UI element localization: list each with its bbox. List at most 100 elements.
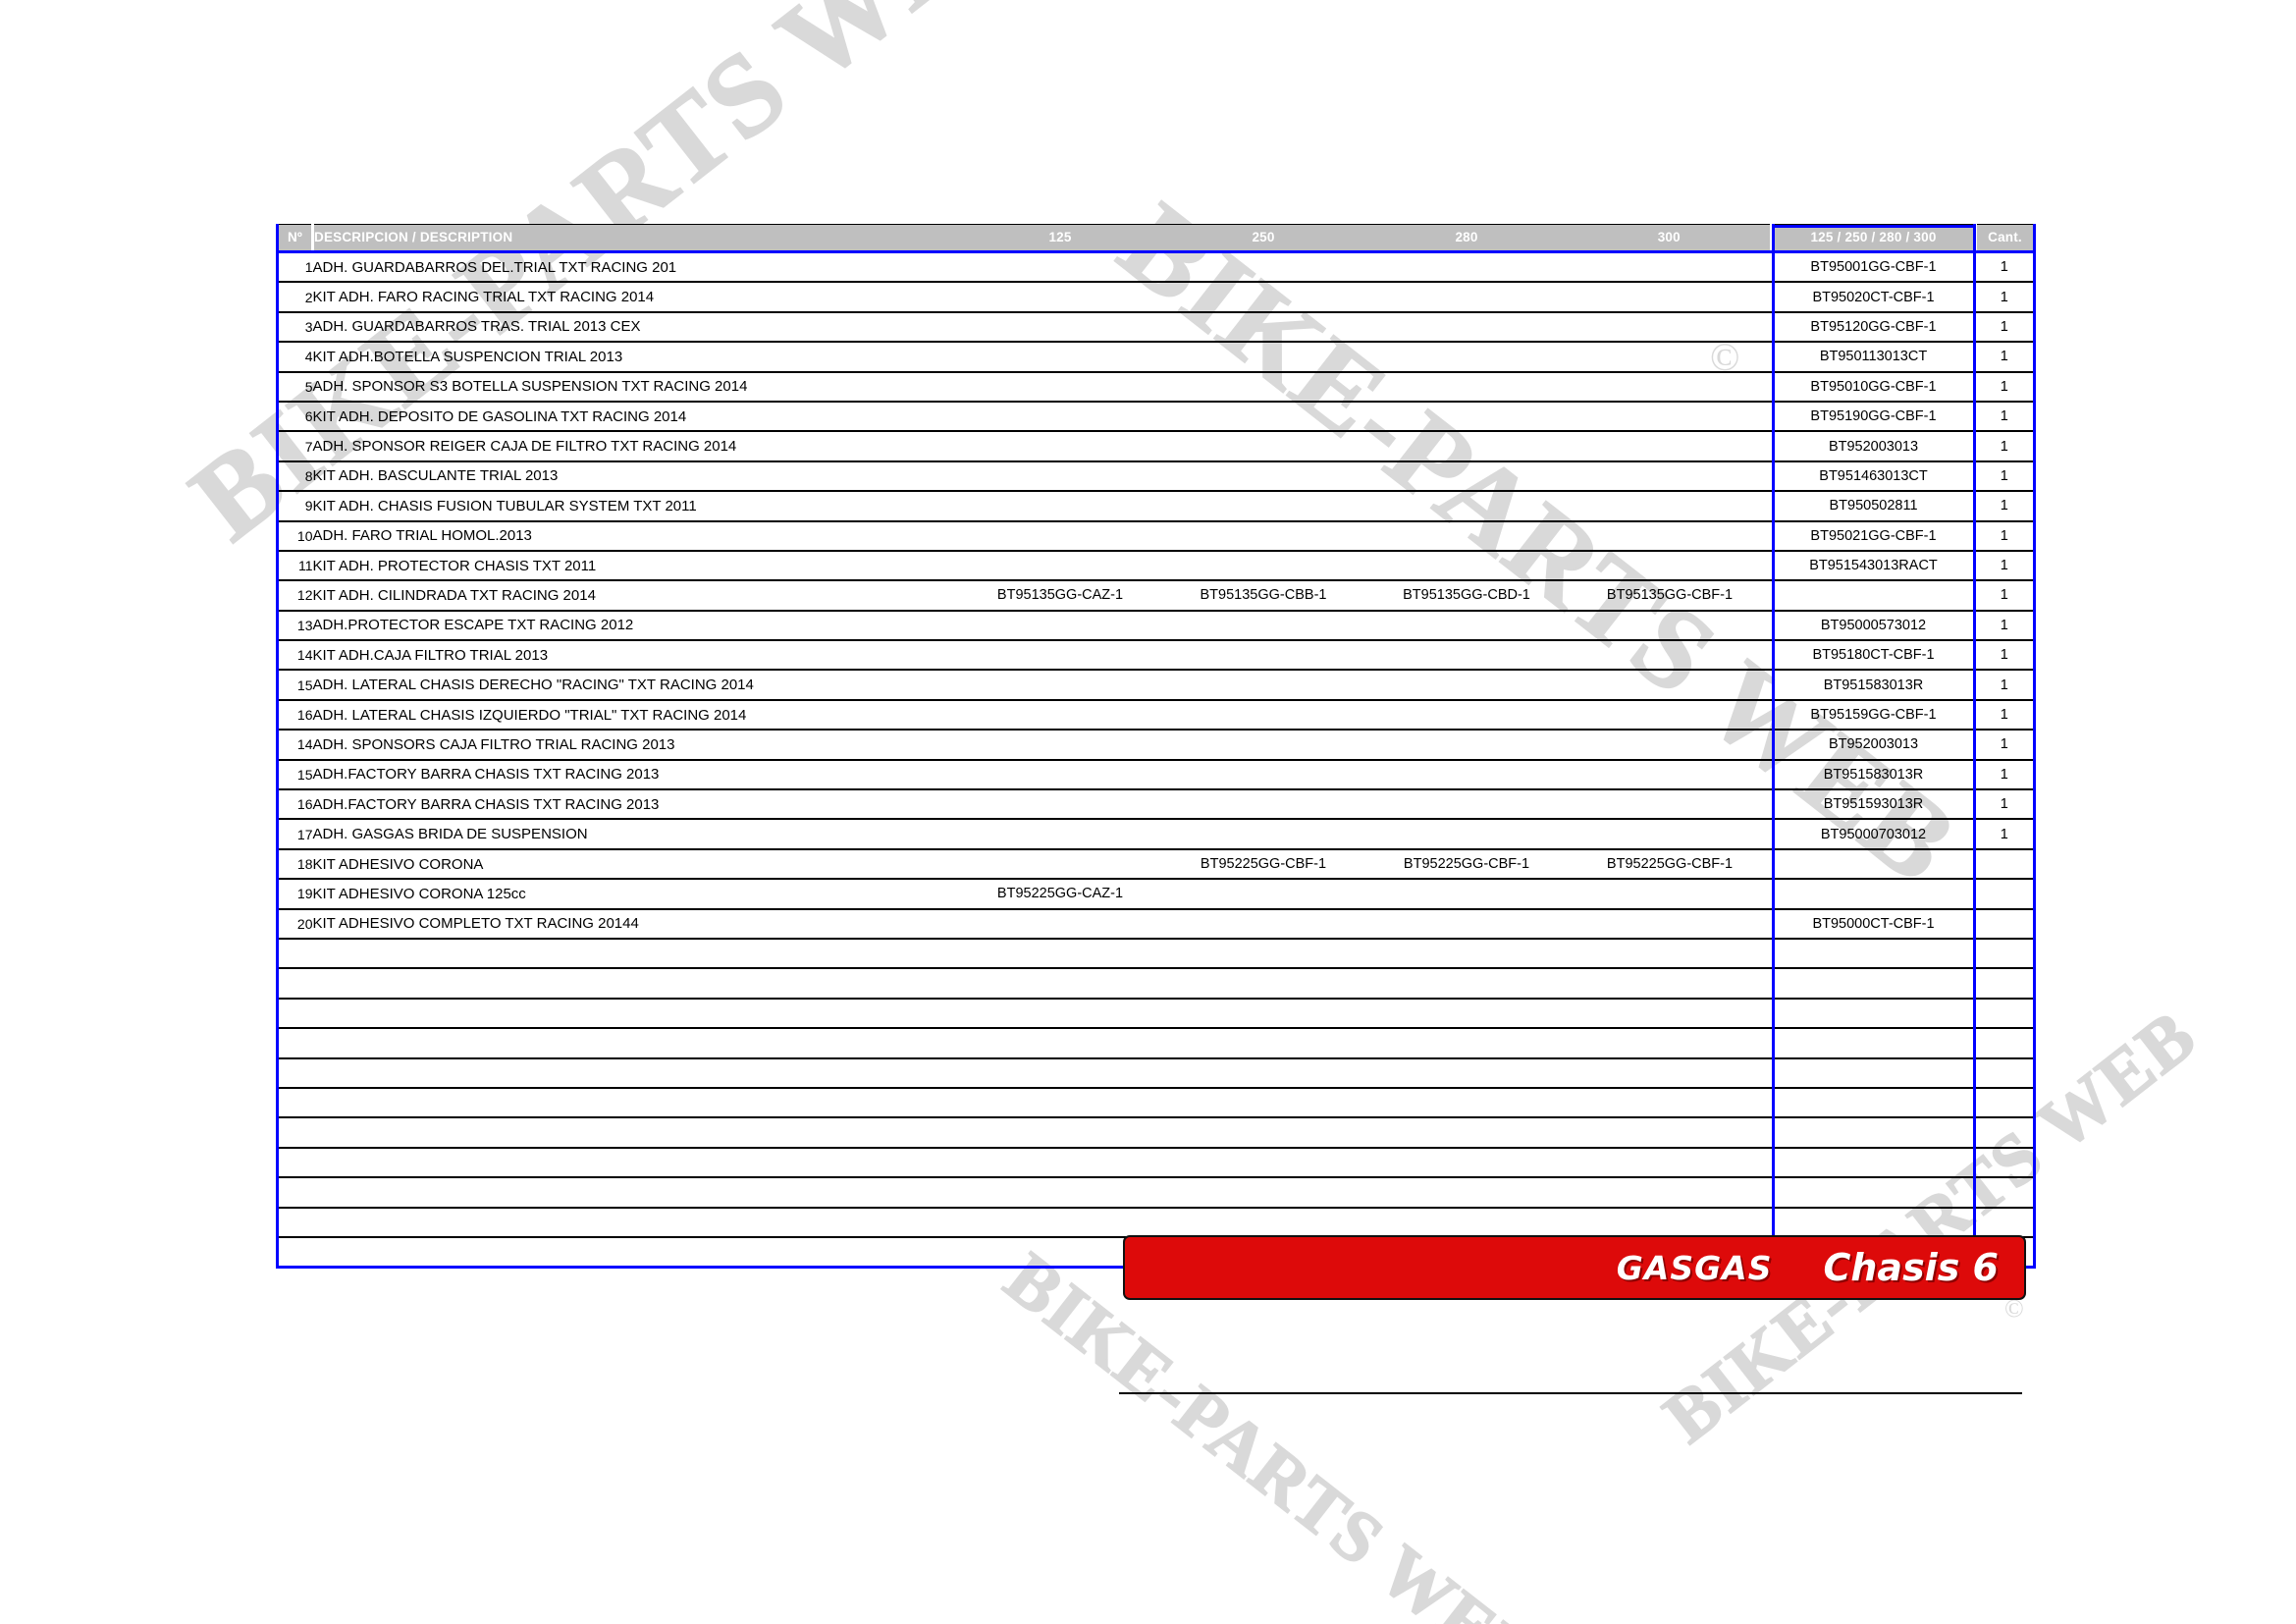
cell-part-125 xyxy=(958,342,1162,373)
table-row[interactable]: 2 KIT ADH. FARO RACING TRIAL TXT RACING 2… xyxy=(277,282,2035,313)
table-row[interactable]: 10 ADH. FARO TRIAL HOMOL.2013 BT95021GG-CB… xyxy=(277,520,2035,552)
table-row[interactable]: 7 ADH. SPONSOR REIGER CAJA DE FILTRO TXT … xyxy=(277,431,2035,462)
cell-quantity-empty xyxy=(1975,1177,2035,1209)
column-header-all-displacements: 125 / 250 / 280 / 300 xyxy=(1770,224,1977,253)
cell-description: ADH.FACTORY BARRA CHASIS TXT RACING 2013 xyxy=(312,789,959,821)
cell-part-280 xyxy=(1364,520,1569,552)
cell-number: 13 xyxy=(277,610,313,642)
table-row[interactable]: 5 ADH. SPONSOR S3 BOTELLA SUSPENSION TXT … xyxy=(277,371,2035,403)
table-row[interactable]: 11 KIT ADH. PROTECTOR CHASIS TXT 2011 BT95… xyxy=(277,550,2035,582)
cell-part-280 xyxy=(1364,491,1569,522)
table-row[interactable]: 9 KIT ADH. CHASIS FUSION TUBULAR SYSTEM T… xyxy=(277,491,2035,522)
table-row[interactable]: 14 ADH. SPONSORS CAJA FILTRO TRIAL RACING… xyxy=(277,730,2035,761)
cell-part-125 xyxy=(958,759,1162,791)
table-row[interactable]: 8 KIT ADH. BASCULANTE TRIAL 2013 BT9514630… xyxy=(277,460,2035,493)
table-row-empty[interactable] xyxy=(277,1087,2035,1119)
table-row-empty[interactable] xyxy=(277,1207,2035,1238)
cell-part-all: BT952003013 xyxy=(1771,730,1976,761)
cell-quantity: 1 xyxy=(1975,401,2035,433)
cell-part-250: BT95135GG-CBB-1 xyxy=(1161,580,1365,612)
cell-number: 7 xyxy=(277,431,313,462)
cell-part-125 xyxy=(958,670,1162,701)
cell-part-250 xyxy=(1161,311,1365,344)
cell-description-empty xyxy=(312,1147,959,1179)
table-row[interactable]: 18 KIT ADHESIVO CORONA BT95225GG-CBF-1 BT95… xyxy=(277,848,2035,881)
table-row-empty[interactable] xyxy=(277,968,2035,1000)
cell-part-250 xyxy=(1161,520,1365,552)
cell-quantity: 1 xyxy=(1975,789,2035,821)
cell-part-250: BT95225GG-CBF-1 xyxy=(1161,848,1365,881)
chapter-title: Chasis 6 xyxy=(1823,1246,1999,1289)
cell-part-280: BT95135GG-CBD-1 xyxy=(1364,580,1569,612)
cell-part-all: BT95000703012 xyxy=(1771,819,1976,850)
cell-part-250 xyxy=(1161,460,1365,493)
cell-part-300-empty xyxy=(1568,1057,1772,1089)
cell-description: ADH. SPONSOR S3 BOTELLA SUSPENSION TXT R… xyxy=(312,371,959,403)
cell-part-all-empty xyxy=(1771,968,1976,1000)
cell-description: ADH. LATERAL CHASIS DERECHO "RACING" TXT… xyxy=(312,670,959,701)
cell-description: ADH. GASGAS BRIDA DE SUSPENSION xyxy=(312,819,959,850)
table-row-empty[interactable] xyxy=(277,1028,2035,1059)
cell-description-empty xyxy=(312,1028,959,1059)
table-row-empty[interactable] xyxy=(277,1057,2035,1089)
table-row[interactable]: 16 ADH. LATERAL CHASIS IZQUIERDO "TRIAL" … xyxy=(277,699,2035,731)
cell-quantity: 1 xyxy=(1975,759,2035,791)
table-row-empty[interactable] xyxy=(277,1147,2035,1179)
cell-part-300 xyxy=(1568,730,1772,761)
table-row[interactable]: 1 ADH. GUARDABARROS DEL.TRIAL TXT RACING … xyxy=(277,251,2035,284)
cell-number-empty xyxy=(277,1057,313,1089)
cell-part-280-empty xyxy=(1364,998,1569,1030)
cell-description: KIT ADH.BOTELLA SUSPENCION TRIAL 2013 xyxy=(312,342,959,373)
table-row-empty[interactable] xyxy=(277,998,2035,1030)
cell-part-all: BT95159GG-CBF-1 xyxy=(1771,699,1976,731)
cell-description-empty xyxy=(312,1177,959,1209)
cell-part-280 xyxy=(1364,610,1569,642)
cell-number: 4 xyxy=(277,342,313,373)
table-row-empty[interactable] xyxy=(277,1117,2035,1149)
cell-part-300 xyxy=(1568,431,1772,462)
table-row[interactable]: 16 ADH.FACTORY BARRA CHASIS TXT RACING 20… xyxy=(277,789,2035,821)
table-row[interactable]: 6 KIT ADH. DEPOSITO DE GASOLINA TXT RACIN… xyxy=(277,401,2035,433)
combo-column-right-rail xyxy=(1972,224,1976,1270)
cell-quantity-empty xyxy=(1975,1087,2035,1119)
cell-quantity: 1 xyxy=(1975,520,2035,552)
cell-part-300-empty xyxy=(1568,1147,1772,1179)
cell-part-280-empty xyxy=(1364,1057,1569,1089)
cell-part-280 xyxy=(1364,311,1569,344)
cell-part-all-empty xyxy=(1771,1147,1976,1179)
table-row-empty[interactable] xyxy=(277,1177,2035,1209)
table-row[interactable]: 15 ADH. LATERAL CHASIS DERECHO "RACING" T… xyxy=(277,670,2035,701)
cell-part-250 xyxy=(1161,730,1365,761)
table-row[interactable]: 15 ADH.FACTORY BARRA CHASIS TXT RACING 20… xyxy=(277,759,2035,791)
table-row[interactable]: 17 ADH. GASGAS BRIDA DE SUSPENSION BT95000… xyxy=(277,819,2035,850)
cell-number: 20 xyxy=(277,908,313,940)
cell-quantity: 1 xyxy=(1975,670,2035,701)
cell-number: 2 xyxy=(277,282,313,313)
table-row-empty[interactable] xyxy=(277,938,2035,970)
cell-part-300 xyxy=(1568,610,1772,642)
cell-part-250 xyxy=(1161,282,1365,313)
cell-quantity: 1 xyxy=(1975,371,2035,403)
column-header-number: Nº xyxy=(277,224,314,253)
cell-part-125-empty xyxy=(958,1117,1162,1149)
cell-part-280-empty xyxy=(1364,938,1569,970)
table-row[interactable]: 12 KIT ADH. CILINDRADA TXT RACING 2014 BT9… xyxy=(277,580,2035,612)
table-row[interactable]: 14 KIT ADH.CAJA FILTRO TRIAL 2013 BT95180C… xyxy=(277,640,2035,672)
cell-description: ADH. LATERAL CHASIS IZQUIERDO "TRIAL" TX… xyxy=(312,699,959,731)
cell-part-280 xyxy=(1364,640,1569,672)
table-row[interactable]: 13 ADH.PROTECTOR ESCAPE TXT RACING 2012 BT… xyxy=(277,610,2035,642)
table-row[interactable]: 4 KIT ADH.BOTELLA SUSPENCION TRIAL 2013 BT… xyxy=(277,342,2035,373)
cell-part-280-empty xyxy=(1364,1028,1569,1059)
cell-description-empty xyxy=(312,1117,959,1149)
cell-description: KIT ADHESIVO COMPLETO TXT RACING 20144 xyxy=(312,908,959,940)
table-row[interactable]: 20 KIT ADHESIVO COMPLETO TXT RACING 20144… xyxy=(277,908,2035,940)
cell-quantity-empty xyxy=(1975,1147,2035,1179)
cell-quantity: 1 xyxy=(1975,580,2035,612)
cell-quantity: 1 xyxy=(1975,610,2035,642)
table-row[interactable]: 19 KIT ADHESIVO CORONA 125cc BT95225GG-CAZ… xyxy=(277,879,2035,910)
cell-description: ADH. GUARDABARROS TRAS. TRIAL 2013 CEX xyxy=(312,311,959,344)
cell-part-125 xyxy=(958,282,1162,313)
cell-quantity: 1 xyxy=(1975,251,2035,284)
table-row[interactable]: 3 ADH. GUARDABARROS TRAS. TRIAL 2013 CEX B… xyxy=(277,311,2035,344)
cell-part-280 xyxy=(1364,431,1569,462)
